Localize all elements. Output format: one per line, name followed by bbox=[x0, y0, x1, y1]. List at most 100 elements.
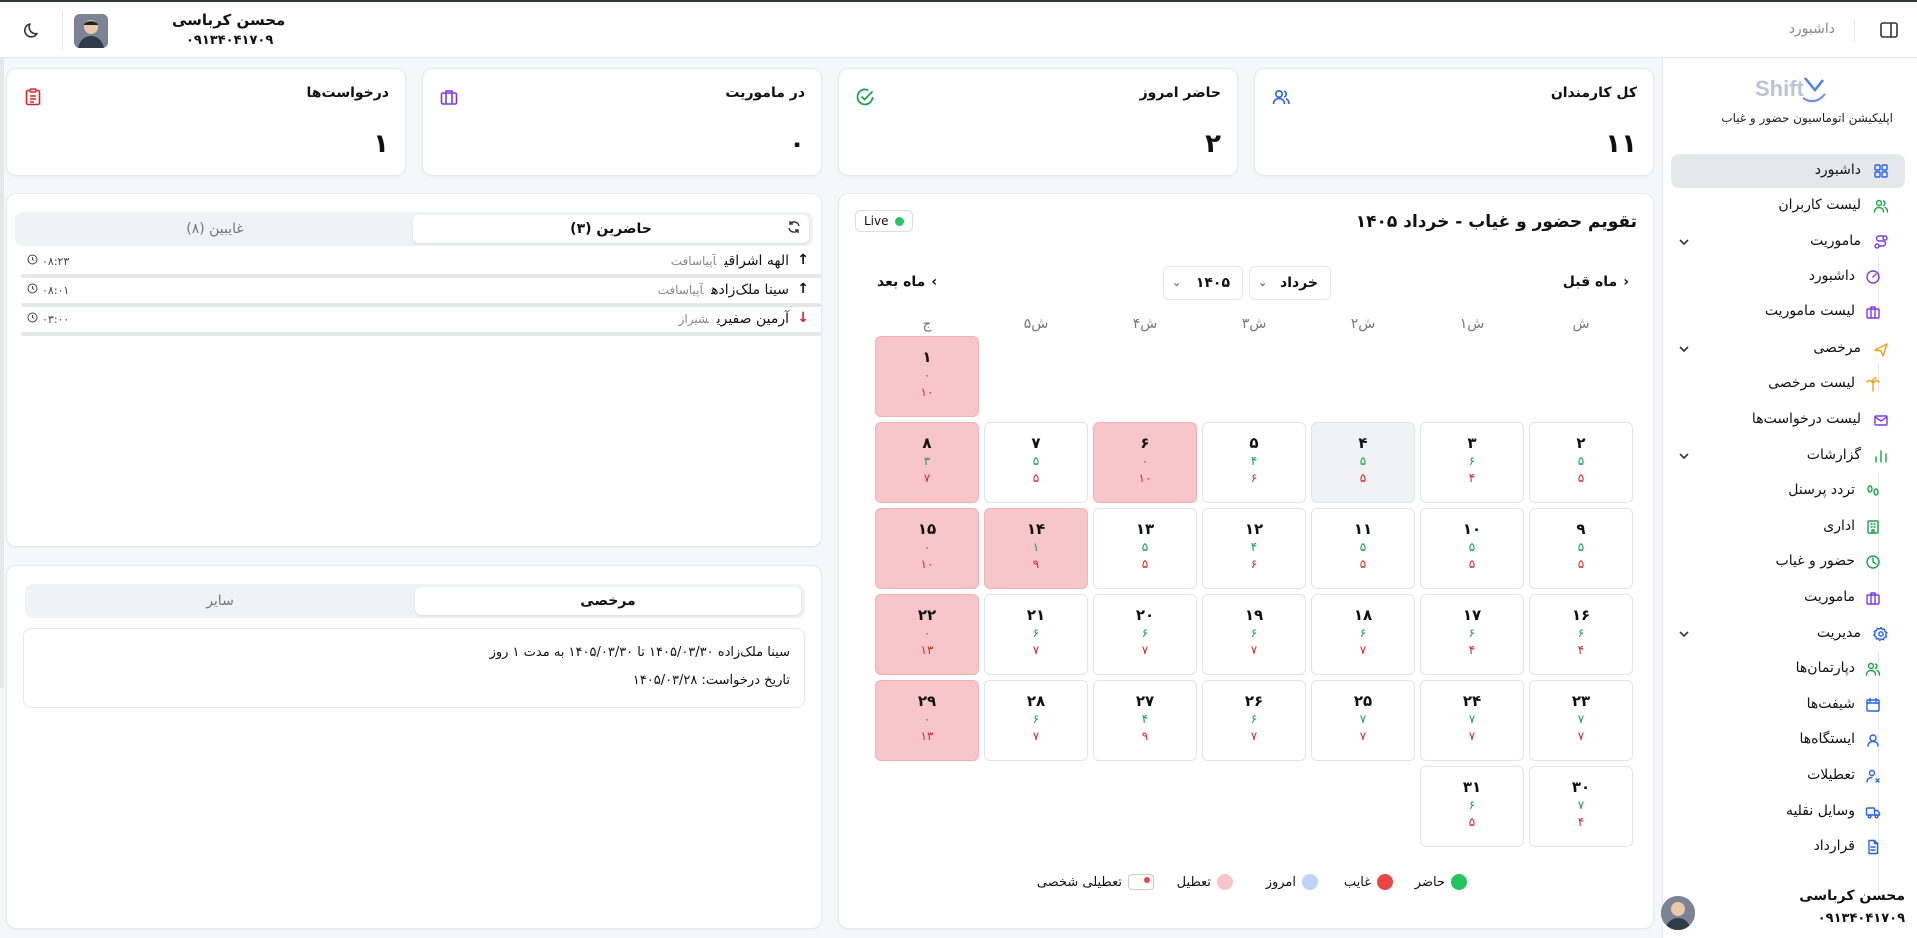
sidebar-item-18[interactable]: وسایل نقلیه bbox=[1662, 795, 1917, 829]
chevron-down-icon[interactable] bbox=[1678, 236, 1690, 248]
calendar-day[interactable]: ۱۶ ۶ ۴ bbox=[1529, 594, 1633, 675]
calendar-day[interactable]: ۱ ۰ ۱۰ bbox=[875, 336, 979, 417]
calendar-day[interactable]: ۲۶ ۶ ۷ bbox=[1202, 680, 1306, 761]
nav-tree-line bbox=[1878, 472, 1879, 608]
sidebar-item-16[interactable]: ایستگاه‌ها bbox=[1662, 723, 1917, 757]
sidebar-item-7[interactable]: لیست درخواست‌ها bbox=[1662, 403, 1917, 437]
sidebar-item-6[interactable]: لیست مرخصی bbox=[1662, 367, 1917, 401]
users-icon bbox=[1271, 87, 1291, 107]
calendar-day[interactable]: ۲ ۵ ۵ bbox=[1529, 422, 1633, 503]
next-month-button[interactable]: ‹ ماه بعد bbox=[877, 274, 937, 290]
leave-request-item[interactable]: سینا ملک‌زاده ۱۴۰۵/۰۳/۳۰ تا ۱۴۰۵/۰۳/۳۰ ب… bbox=[23, 628, 805, 708]
absent-count: ۱۳ bbox=[920, 643, 934, 657]
present-count: ۶ bbox=[1032, 712, 1040, 726]
year-select[interactable]: ⌄ ۱۴۰۵ bbox=[1163, 266, 1243, 300]
calendar-day[interactable]: ۷ ۵ ۵ bbox=[984, 422, 1088, 503]
legend-item: حاضر bbox=[1415, 874, 1467, 890]
calendar-day[interactable]: ۱۲ ۴ ۶ bbox=[1202, 508, 1306, 589]
present-count: ۴ bbox=[1141, 712, 1149, 726]
calendar-day[interactable]: ۲۱ ۶ ۷ bbox=[984, 594, 1088, 675]
chevron-down-icon[interactable] bbox=[1678, 343, 1690, 355]
prev-month-button[interactable]: ماه قبل › bbox=[1563, 274, 1629, 290]
user-phone: ۰۹۱۳۴۰۴۱۷۰۹ bbox=[186, 33, 274, 48]
sidebar-item-19[interactable]: قرارداد bbox=[1662, 830, 1917, 864]
employee-name: سینا ملک‌زاده bbox=[711, 282, 789, 298]
present-count: ۶ bbox=[1468, 626, 1476, 640]
attendance-row[interactable]: ↓ آرمین صفیری شیراز ۰۳:۰۰ bbox=[21, 308, 821, 336]
calendar-day[interactable]: ۲۴ ۷ ۷ bbox=[1420, 680, 1524, 761]
check-time: ۰۸:۰۱ bbox=[42, 283, 70, 297]
arrow-up-icon: ↑ bbox=[797, 281, 809, 297]
avatar[interactable] bbox=[74, 14, 108, 48]
sidebar-toggle-icon[interactable] bbox=[1879, 20, 1899, 40]
calendar-day[interactable]: ۲۲ ۰ ۱۳ bbox=[875, 594, 979, 675]
calendar-day[interactable]: ۲۵ ۷ ۷ bbox=[1311, 680, 1415, 761]
sidebar-item-11[interactable]: حضور و غیاب bbox=[1662, 545, 1917, 579]
calendar-day[interactable]: ۲۹ ۰ ۱۳ bbox=[875, 680, 979, 761]
tab-absent[interactable]: غایبین (۸) bbox=[186, 221, 244, 237]
calendar-day[interactable]: ۲۰ ۶ ۷ bbox=[1093, 594, 1197, 675]
sidebar-item-label: تعطیلات bbox=[1807, 767, 1855, 783]
calendar-day[interactable]: ۱۸ ۶ ۷ bbox=[1311, 594, 1415, 675]
stat-title: در ماموریت bbox=[725, 85, 805, 101]
tab-leave[interactable]: مرخصی bbox=[415, 587, 801, 615]
month-select[interactable]: ⌄ خرداد bbox=[1249, 266, 1331, 300]
sidebar-item-1[interactable]: لیست کاربران bbox=[1662, 189, 1917, 223]
calendar-day[interactable]: ۳۰ ۷ ۴ bbox=[1529, 766, 1633, 847]
sidebar-item-label: ماموریت bbox=[1810, 233, 1861, 249]
live-dot bbox=[894, 216, 904, 226]
present-count: ۵ bbox=[1359, 454, 1367, 468]
footer-avatar[interactable] bbox=[1661, 896, 1695, 930]
calendar-day[interactable]: ۳ ۶ ۴ bbox=[1420, 422, 1524, 503]
sidebar-item-3[interactable]: داشبورد bbox=[1662, 260, 1917, 294]
day-number: ۶ bbox=[1140, 434, 1150, 452]
calendar-day[interactable]: ۱۴ ۱ ۹ bbox=[984, 508, 1088, 589]
tab-other[interactable]: سایر bbox=[206, 593, 234, 609]
sidebar-item-8[interactable]: گزارشات bbox=[1662, 439, 1917, 473]
sidebar-item-12[interactable]: ماموریت bbox=[1662, 581, 1917, 615]
attendance-row[interactable]: ↑ سینا ملک‌زاده آپیاسافت ۰۸:۰۱ bbox=[21, 279, 821, 307]
weekday-header: ۴ش bbox=[1132, 316, 1158, 332]
stat-title: حاضر امروز bbox=[1139, 85, 1221, 101]
sidebar-item-17[interactable]: تعطیلات bbox=[1662, 759, 1917, 793]
calendar-day[interactable]: ۴ ۵ ۵ bbox=[1311, 422, 1415, 503]
sidebar-item-13[interactable]: مدیریت bbox=[1662, 617, 1917, 651]
sidebar-item-2[interactable]: ماموریت bbox=[1662, 225, 1917, 259]
calendar-day[interactable]: ۲۳ ۷ ۷ bbox=[1529, 680, 1633, 761]
present-count: ۰ bbox=[923, 540, 931, 554]
calendar-day[interactable]: ۵ ۴ ۶ bbox=[1202, 422, 1306, 503]
calendar-day[interactable]: ۲۷ ۴ ۹ bbox=[1093, 680, 1197, 761]
sidebar-item-5[interactable]: مرخصی bbox=[1662, 332, 1917, 366]
sidebar-item-label: دپارتمان‌ها bbox=[1795, 660, 1855, 676]
calendar-day[interactable]: ۱۰ ۵ ۵ bbox=[1420, 508, 1524, 589]
absent-count: ۷ bbox=[1468, 729, 1476, 743]
day-number: ۲۰ bbox=[1135, 606, 1155, 624]
calendar-day[interactable]: ۱۷ ۶ ۴ bbox=[1420, 594, 1524, 675]
calendar-day[interactable]: ۱۹ ۶ ۷ bbox=[1202, 594, 1306, 675]
clock-icon bbox=[1865, 554, 1881, 570]
calendar-day[interactable]: ۸ ۳ ۷ bbox=[875, 422, 979, 503]
briefcase-icon bbox=[439, 87, 459, 107]
calendar-day[interactable]: ۳۱ ۶ ۵ bbox=[1420, 766, 1524, 847]
calendar-day[interactable]: ۶ ۰ ۱۰ bbox=[1093, 422, 1197, 503]
calendar-day[interactable]: ۲۸ ۶ ۷ bbox=[984, 680, 1088, 761]
chevron-down-icon[interactable] bbox=[1678, 450, 1690, 462]
sidebar-item-0[interactable]: داشبورد bbox=[1662, 154, 1917, 188]
check-circle-icon bbox=[855, 87, 875, 107]
calendar-day[interactable]: ۱۳ ۵ ۵ bbox=[1093, 508, 1197, 589]
sidebar-item-9[interactable]: تردد پرسنل bbox=[1662, 474, 1917, 508]
calendar-day[interactable]: ۱۱ ۵ ۵ bbox=[1311, 508, 1415, 589]
sidebar-item-15[interactable]: شیفت‌ها bbox=[1662, 688, 1917, 722]
calendar-day[interactable]: ۹ ۵ ۵ bbox=[1529, 508, 1633, 589]
attendance-row[interactable]: ↑ الهه اشراقی آپیاسافت ۰۸:۲۳ bbox=[21, 250, 821, 278]
sidebar-item-4[interactable]: لیست ماموریت bbox=[1662, 295, 1917, 329]
breadcrumb[interactable]: داشبورد bbox=[1788, 21, 1835, 37]
absent-count: ۴ bbox=[1577, 643, 1585, 657]
chevron-down-icon[interactable] bbox=[1678, 628, 1690, 640]
tab-present[interactable]: حاضرین (۳) bbox=[413, 215, 809, 243]
refresh-icon[interactable] bbox=[787, 216, 801, 244]
moon-icon[interactable] bbox=[22, 19, 44, 41]
sidebar-item-10[interactable]: اداری bbox=[1662, 510, 1917, 544]
sidebar-item-14[interactable]: دپارتمان‌ها bbox=[1662, 652, 1917, 686]
calendar-day[interactable]: ۱۵ ۰ ۱۰ bbox=[875, 508, 979, 589]
